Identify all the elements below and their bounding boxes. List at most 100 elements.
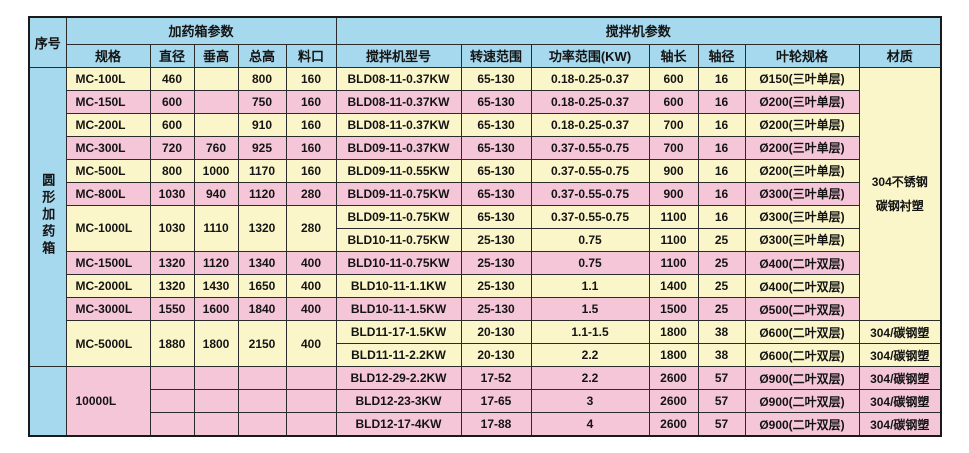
cell-impeller-spec: Ø900(二叶双层)	[744, 389, 860, 414]
table-row: MC-800L 1030 940 1120 280 BLD09-11-0.75K…	[29, 181, 941, 206]
cell-impeller-spec: Ø300(三叶单层)	[744, 227, 860, 253]
cell-shaft-length: 900	[648, 181, 699, 206]
cell-feed-port: 400	[285, 250, 337, 276]
cell-impeller-spec: Ø900(二叶双层)	[744, 366, 860, 391]
cell-speed-range: 17-88	[460, 412, 532, 437]
cell-mixer-model: BLD10-11-0.75KW	[335, 227, 462, 253]
col-header-vertical-height: 垂高	[193, 43, 239, 68]
cell-feed-port	[285, 412, 337, 437]
cell-speed-range: 20-130	[460, 320, 532, 345]
cell-mixer-model: BLD08-11-0.37KW	[335, 89, 462, 114]
cell-shaft-length: 1800	[648, 343, 699, 368]
cell-vertical-height	[193, 389, 239, 414]
cell-mixer-model: BLD09-11-0.75KW	[335, 204, 462, 229]
cell-material-merged: 304不锈钢 碳钢衬塑	[858, 66, 942, 322]
table-row: MC-200L 600 910 160 BLD08-11-0.37KW 65-1…	[29, 112, 941, 137]
table-row: 圆形加药箱 MC-100L 460 800 160 BLD08-11-0.37K…	[28, 66, 942, 368]
table-row: BLD10-11-0.75KW 25-130 0.75 1100 25 Ø300…	[29, 227, 941, 253]
cell-speed-range: 65-130	[460, 112, 532, 137]
header-group-mixer: 搅拌机参数	[335, 16, 942, 45]
serial-empty-cell	[28, 366, 67, 437]
cell-vertical-height: 1800	[193, 320, 239, 368]
cell-speed-range: 17-65	[460, 389, 532, 414]
cell-power-range: 2.2	[530, 366, 650, 391]
cell-impeller-spec: Ø300(三叶单层)	[744, 181, 860, 206]
cell-spec: MC-1000L	[65, 204, 151, 253]
cell-mixer-model: BLD10-11-1.1KW	[335, 274, 462, 299]
cell-vertical-height: 1110	[193, 204, 239, 253]
cell-shaft-diameter: 38	[697, 343, 746, 368]
cell-speed-range: 65-130	[460, 158, 532, 183]
cell-shaft-length: 2600	[648, 412, 699, 437]
cell-shaft-diameter: 16	[697, 181, 746, 206]
cell-material: 304/碳钢塑	[858, 343, 942, 368]
cell-shaft-diameter: 16	[697, 66, 746, 91]
table-row: MC-500L 800 1000 1170 160 BLD09-11-0.55K…	[29, 158, 941, 183]
cell-spec: MC-200L	[65, 112, 151, 137]
col-header-impeller-spec: 叶轮规格	[744, 43, 860, 68]
cell-total-height: 1320	[237, 204, 287, 253]
cell-impeller-spec: Ø400(二叶双层)	[744, 274, 860, 299]
cell-total-height: 750	[237, 89, 287, 114]
col-header-feed-port: 料口	[285, 43, 337, 68]
header-group-dosing-box: 加药箱参数	[65, 16, 337, 45]
table-row: BLD11-11-2.2KW 20-130 2.2 1800 38 Ø600(二…	[29, 343, 942, 368]
cell-diameter	[149, 389, 195, 414]
cell-feed-port: 280	[285, 204, 337, 253]
cell-shaft-length: 600	[648, 89, 699, 114]
cell-shaft-diameter: 25	[697, 274, 746, 299]
cell-total-height: 1170	[237, 158, 287, 183]
cell-power-range: 0.18-0.25-0.37	[530, 112, 650, 137]
table-row: MC-1000L 1030 1110 1320 280 BLD09-11-0.7…	[29, 204, 941, 253]
col-header-diameter: 直径	[149, 43, 195, 68]
cell-spec: MC-800L	[65, 181, 151, 206]
cell-shaft-length: 1100	[648, 250, 699, 276]
cell-diameter: 800	[149, 158, 195, 183]
cell-impeller-spec: Ø200(三叶单层)	[744, 158, 860, 183]
cell-shaft-length: 1100	[648, 204, 699, 229]
cell-total-height: 1340	[237, 250, 287, 276]
cell-impeller-spec: Ø150(三叶单层)	[744, 66, 860, 91]
cell-mixer-model: BLD10-11-1.5KW	[335, 297, 462, 322]
cell-diameter: 1550	[149, 297, 195, 322]
cell-speed-range: 25-130	[460, 227, 532, 253]
table-row: MC-5000L 1880 1800 2150 400 BLD11-17-1.5…	[29, 320, 942, 368]
table-row: MC-1500L 1320 1120 1340 400 BLD10-11-0.7…	[29, 250, 941, 276]
col-header-power-range: 功率范围(KW)	[530, 43, 650, 68]
cell-spec: MC-1500L	[65, 250, 151, 276]
cell-feed-port: 400	[285, 320, 337, 368]
cell-material: 304/碳钢塑	[858, 412, 942, 437]
cell-vertical-height: 1000	[193, 158, 239, 183]
cell-feed-port	[285, 366, 337, 391]
cell-total-height	[237, 412, 287, 437]
cell-shaft-diameter: 25	[697, 250, 746, 276]
cell-spec: MC-3000L	[65, 297, 151, 322]
cell-total-height: 1120	[237, 181, 287, 206]
cell-shaft-diameter: 25	[697, 227, 746, 253]
cell-impeller-spec: Ø600(二叶双层)	[744, 320, 860, 345]
cell-spec: MC-500L	[65, 158, 151, 183]
cell-impeller-spec: Ø900(二叶双层)	[744, 412, 860, 437]
cell-spec: 10000L	[65, 366, 151, 437]
cell-vertical-height: 940	[193, 181, 239, 206]
cell-speed-range: 65-130	[460, 89, 532, 114]
cell-diameter: 1320	[149, 274, 195, 299]
table-row: BLD12-17-4KW 17-88 4 2600 57 Ø900(二叶双层) …	[29, 412, 942, 437]
cell-mixer-model: BLD09-11-0.75KW	[335, 181, 462, 206]
cell-total-height: 925	[237, 135, 287, 160]
material-line-1: 304不锈钢	[871, 174, 928, 189]
col-header-shaft-length: 轴长	[648, 43, 699, 68]
cell-shaft-length: 2600	[648, 389, 699, 414]
cell-vertical-height	[193, 412, 239, 437]
cell-total-height	[237, 366, 287, 391]
cell-vertical-height	[193, 89, 239, 114]
col-header-shaft-diameter: 轴径	[697, 43, 746, 68]
cell-diameter: 1030	[149, 204, 195, 253]
cell-shaft-diameter: 16	[697, 135, 746, 160]
cell-vertical-height: 1120	[193, 250, 239, 276]
cell-mixer-model: BLD09-11-0.37KW	[335, 135, 462, 160]
cell-speed-range: 65-130	[460, 204, 532, 229]
cell-mixer-model: BLD08-11-0.37KW	[335, 66, 462, 91]
cell-shaft-length: 900	[648, 158, 699, 183]
table-row: MC-3000L 1550 1600 1840 400 BLD10-11-1.5…	[29, 297, 941, 322]
